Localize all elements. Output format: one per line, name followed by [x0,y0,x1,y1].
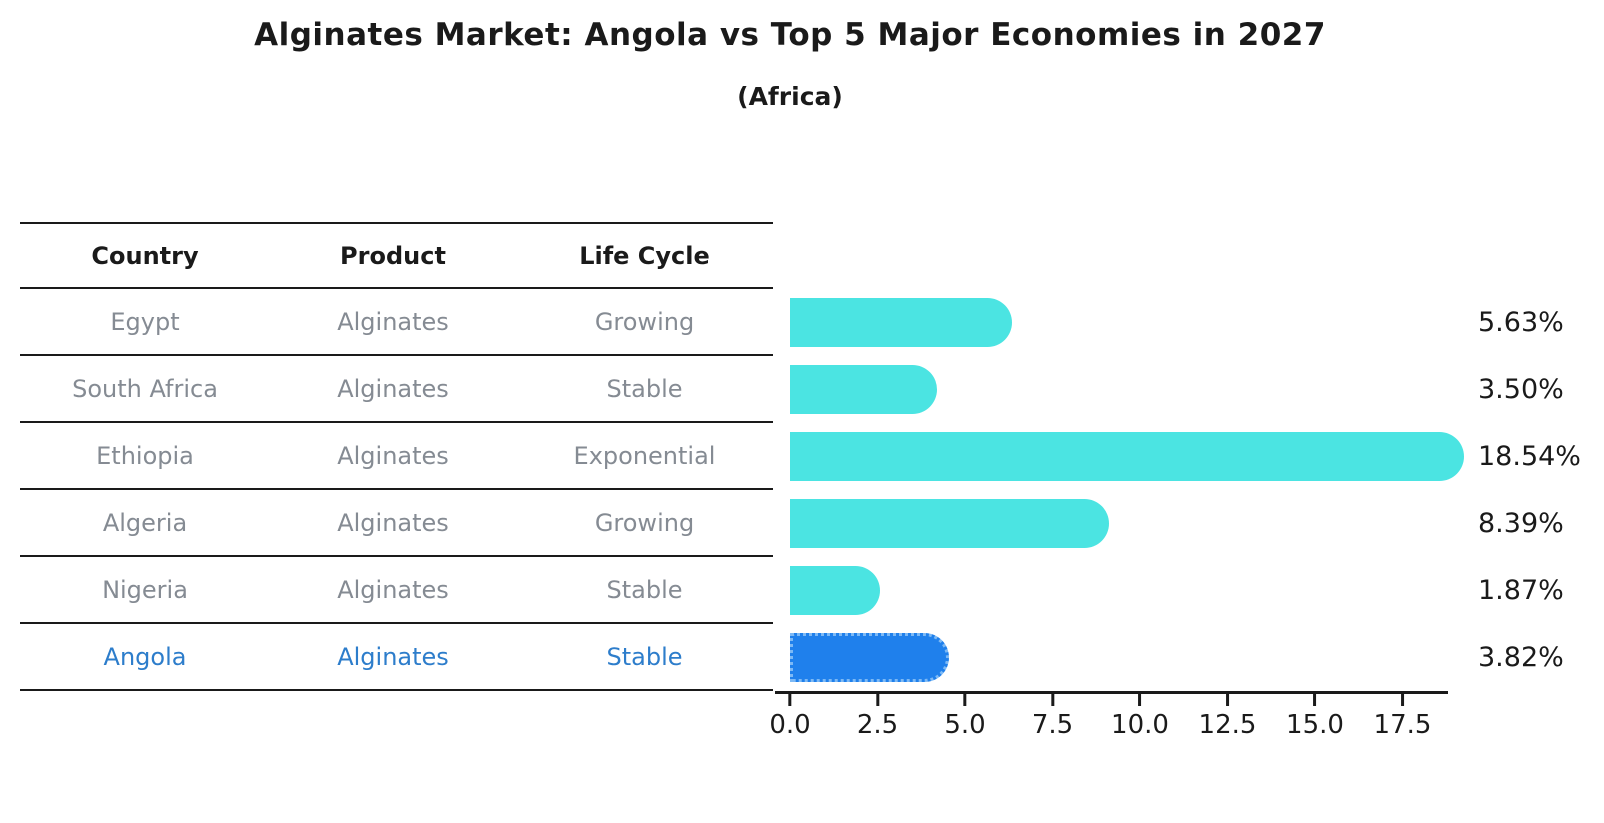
bar-egypt [790,298,1013,347]
tick-label: 10.0 [1111,710,1169,740]
tick-mark [1400,694,1404,706]
cell-product: Alginates [337,307,449,336]
bar-south-africa [790,365,938,414]
value-label-egypt: 5.63% [1478,307,1564,338]
bar-row [790,356,1448,423]
table-row-south-africa: South Africa Alginates Stable [20,356,773,423]
bar-row [790,423,1464,490]
tick-mark [1225,694,1229,706]
plot-area [790,289,1464,691]
tick-label: 2.5 [856,710,899,740]
cell-product: Alginates [337,508,449,537]
chart-subtitle: (Africa) [737,82,843,111]
x-tick: 5.0 [944,694,986,740]
x-tick: 17.5 [1373,694,1432,740]
tick-label: 7.5 [1031,710,1074,740]
cell-country: Angola [103,642,187,671]
bar-chart: 0.0 2.5 5.0 7.5 10.0 12.5 15.0 17.5 [769,289,1464,740]
cell-life-cycle: Growing [594,508,695,537]
x-tick: 7.5 [1032,694,1073,740]
value-label-algeria: 8.39% [1478,508,1564,539]
table-row-nigeria: Nigeria Alginates Stable [20,557,773,624]
bar-row [790,624,1448,691]
value-label-nigeria: 1.87% [1478,575,1564,606]
table-row-egypt: Egypt Alginates Growing [20,289,773,356]
cell-product: Alginates [337,374,449,403]
value-labels: 5.63% 3.50% 18.54% 8.39% 1.87% 3.82% [1478,289,1604,691]
tick-mark [875,694,879,706]
value-label-south-africa: 3.50% [1478,374,1564,405]
x-tick: 12.5 [1198,694,1257,740]
tick-mark [1050,694,1054,706]
table-row-algeria: Algeria Alginates Growing [20,490,773,557]
tick-mark [1313,694,1317,706]
value-label-ethiopia: 18.54% [1478,441,1581,472]
table-row-angola: Angola Alginates Stable [20,624,773,691]
tick-mark [1138,694,1142,706]
tick-label: 12.5 [1198,710,1257,740]
bar-row [790,289,1448,356]
bar-ethiopia [790,432,1464,481]
header-country: Country [91,241,199,270]
x-tick: 2.5 [857,694,898,740]
cell-product: Alginates [337,441,449,470]
cell-product: Alginates [337,642,449,671]
value-label-angola: 3.82% [1478,642,1564,673]
cell-life-cycle: Stable [606,374,683,403]
bar-algeria [790,499,1109,548]
cell-life-cycle: Exponential [573,441,716,470]
bar-nigeria [790,566,881,615]
cell-country: Nigeria [102,575,188,604]
cell-life-cycle: Growing [594,307,695,336]
chart-title: Alginates Market: Angola vs Top 5 Major … [254,17,1326,53]
cell-life-cycle: Stable [606,575,683,604]
header-product: Product [340,241,446,270]
bar-row [790,557,1448,624]
cell-country: Ethiopia [96,441,194,470]
cell-country: Algeria [102,508,188,537]
x-tick: 15.0 [1286,694,1344,740]
comparison-table: Country Product Life Cycle Egypt Alginat… [20,222,773,691]
bar-angola-highlighted [790,633,949,682]
cell-country: Egypt [110,307,180,336]
table-header-row: Country Product Life Cycle [20,222,773,289]
tick-label: 15.0 [1286,710,1344,740]
bar-row [790,490,1448,557]
x-tick: 10.0 [1111,694,1169,740]
tick-mark [963,694,967,706]
tick-mark [788,694,792,706]
header-life-cycle: Life Cycle [579,241,710,270]
cell-life-cycle: Stable [606,642,683,671]
x-axis: 0.0 2.5 5.0 7.5 10.0 12.5 15.0 17.5 [769,694,1448,754]
table-row-ethiopia: Ethiopia Alginates Exponential [20,423,773,490]
cell-product: Alginates [337,575,449,604]
tick-label: 5.0 [944,710,986,740]
tick-label: 17.5 [1373,710,1432,740]
x-tick: 0.0 [769,694,811,740]
cell-country: South Africa [72,374,218,403]
tick-label: 0.0 [769,710,811,740]
